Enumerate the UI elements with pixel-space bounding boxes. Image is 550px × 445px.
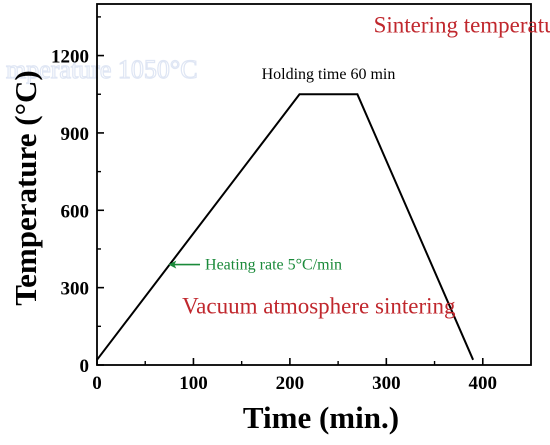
x-tick-label-0: 0 — [92, 373, 102, 394]
y-tick-label-1: 300 — [61, 279, 90, 300]
x-axis-title: Time (min.) — [243, 400, 399, 435]
annotation-sintering-temperature: Sintering temperature 1050°C — [374, 12, 550, 37]
annotation-heating-rate: Heating rate 5°C/min — [205, 257, 342, 274]
x-tick-label-2: 200 — [276, 373, 305, 394]
x-tick-label-4: 400 — [469, 373, 498, 394]
y-axis: 0 300 600 900 1200 — [51, 16, 104, 377]
annotations: Sintering temperature 1050°C Holding time… — [168, 12, 550, 318]
y-tick-label-4: 1200 — [51, 47, 89, 68]
x-axis: 0 100 200 300 400 — [92, 358, 497, 394]
y-tick-label-0: 0 — [80, 356, 90, 377]
series-line — [96, 93, 475, 361]
watermark-text: mperature 1050°C — [6, 55, 198, 84]
y-axis-title: Temperature (°C) — [8, 70, 43, 305]
y-tick-label-3: 900 — [61, 124, 90, 145]
annotation-holding-time: Holding time 60 min — [262, 66, 396, 83]
plot-frame — [96, 3, 532, 366]
y-tick-label-2: 600 — [61, 201, 90, 222]
annotation-vacuum: Vacuum atmosphere sintering — [182, 293, 456, 318]
x-tick-label-1: 100 — [179, 373, 208, 394]
x-tick-label-3: 300 — [372, 373, 401, 394]
